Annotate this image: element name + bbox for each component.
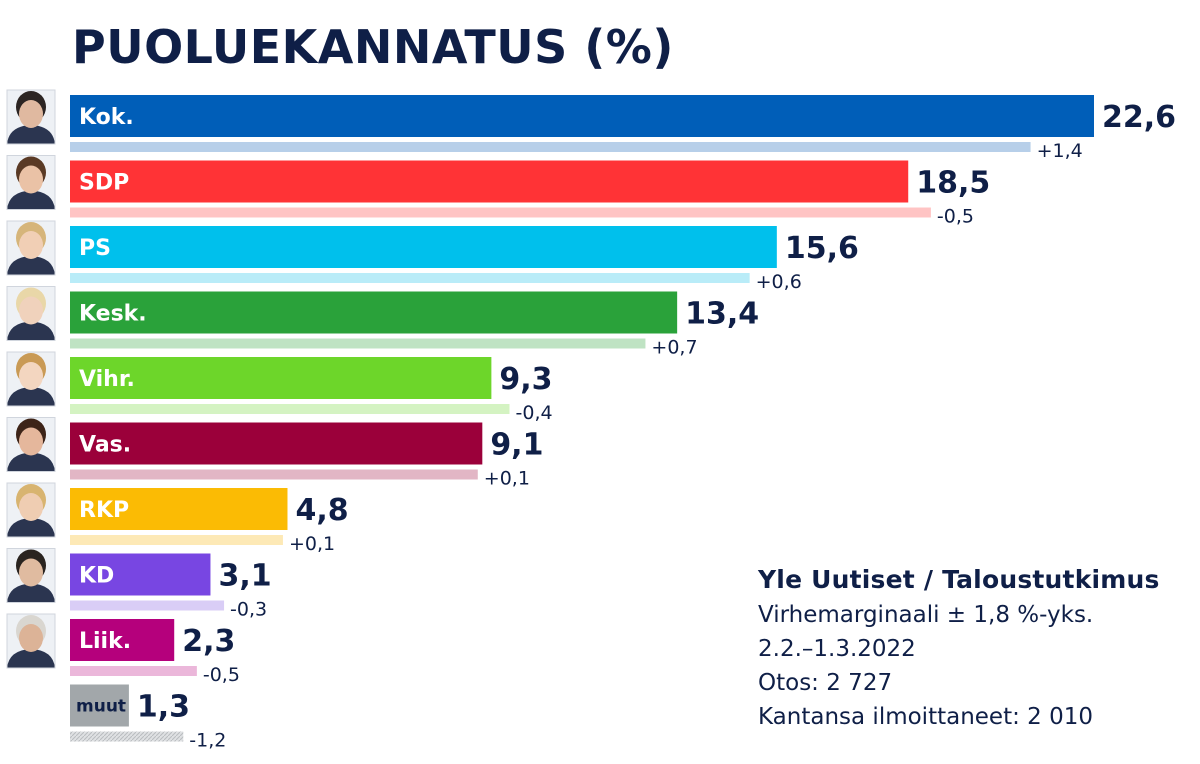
value-label-muut: 1,3 — [137, 690, 190, 725]
info-block: Yle Uutiset / Taloustutkimus Virhemargin… — [758, 562, 1160, 734]
avatar-frame — [6, 89, 56, 145]
bar-vas — [70, 422, 483, 465]
bar-ps — [70, 226, 777, 268]
avatar-shoulders — [7, 649, 55, 668]
value-label-rkp: 4,8 — [295, 493, 348, 528]
bar-rkp — [70, 488, 288, 530]
value-label-kd: 3,1 — [218, 559, 271, 594]
bar-muut — [70, 684, 129, 727]
bar-sdp — [70, 160, 909, 203]
avatar-frame — [6, 548, 56, 603]
category-label-vas: Vas. — [79, 433, 131, 458]
category-label-kok: Kok. — [79, 105, 134, 130]
avatar-frame — [6, 220, 56, 276]
avatar-frame — [6, 155, 56, 210]
avatar-face — [19, 493, 43, 521]
prev-bar-liik — [70, 666, 197, 676]
avatar-shoulders — [7, 125, 55, 144]
avatar-face — [19, 558, 43, 587]
prev-bar-sdp — [70, 207, 931, 218]
change-label-vas: +0,1 — [484, 468, 530, 490]
avatar-frame — [6, 613, 56, 669]
category-label-kd: KD — [79, 564, 114, 589]
category-label-rkp: RKP — [79, 498, 129, 523]
change-label-vihr: -0,4 — [516, 402, 553, 424]
value-label-sdp: 18,5 — [916, 166, 990, 201]
avatar-shoulders — [7, 518, 55, 537]
bar-kesk — [70, 291, 678, 334]
avatar-face — [19, 362, 43, 390]
value-label-vihr: 9,3 — [499, 362, 552, 397]
category-label-kesk: Kesk. — [79, 302, 147, 327]
value-label-ps: 15,6 — [785, 231, 859, 266]
avatar-shoulders — [7, 583, 55, 603]
sample-size: Otos: 2 727 — [758, 670, 893, 696]
prev-bar-kok — [70, 142, 1031, 152]
avatar-face — [19, 231, 43, 259]
category-label-ps: PS — [79, 236, 111, 261]
avatar-face — [19, 165, 43, 194]
bar-liik — [70, 619, 175, 661]
bar-kd — [70, 553, 211, 596]
value-label-vas: 9,1 — [490, 428, 543, 463]
change-label-kd: -0,3 — [230, 599, 267, 621]
margin-of-error: Virhemarginaali ± 1,8 %-yks. — [758, 602, 1094, 628]
category-label-sdp: SDP — [79, 171, 129, 196]
avatar-face — [19, 624, 43, 652]
prev-bar-ps — [70, 273, 750, 283]
prev-bar-muut — [70, 731, 184, 742]
bar-kok — [70, 95, 1094, 137]
avatar-shoulders — [7, 452, 55, 472]
avatar-face — [19, 100, 43, 128]
avatar-frame — [6, 417, 56, 472]
avatar-shoulders — [7, 387, 55, 406]
avatar-face — [19, 427, 43, 456]
prev-bar-vihr — [70, 404, 510, 414]
avatar-shoulders — [7, 256, 55, 275]
avatar-shoulders — [7, 321, 55, 341]
prev-bar-kd — [70, 600, 225, 611]
bar-vihr — [70, 357, 492, 399]
category-label-liik: Liik. — [79, 629, 131, 654]
change-label-kesk: +0,7 — [651, 337, 697, 359]
change-label-ps: +0,6 — [756, 271, 802, 293]
change-label-liik: -0,5 — [203, 664, 240, 686]
change-label-kok: +1,4 — [1037, 140, 1083, 162]
prev-bar-rkp — [70, 535, 283, 545]
avatar-frame — [6, 286, 56, 341]
avatar-frame — [6, 482, 56, 538]
chart-title: PUOLUEKANNATUS (%) — [72, 20, 674, 74]
avatar-frame — [6, 351, 56, 407]
value-label-kesk: 13,4 — [685, 297, 759, 332]
prev-bar-vas — [70, 469, 478, 480]
category-label-vihr: Vihr. — [79, 367, 135, 392]
value-label-liik: 2,3 — [182, 624, 235, 659]
prev-bar-kesk — [70, 338, 646, 349]
change-label-sdp: -0,5 — [937, 206, 974, 228]
change-label-muut: -1,2 — [189, 730, 226, 752]
category-label-muut: muut — [76, 697, 126, 717]
avatar-shoulders — [7, 190, 55, 210]
avatar-face — [19, 296, 43, 325]
respondents-count: Kantansa ilmoittaneet: 2 010 — [758, 704, 1094, 730]
value-label-kok: 22,6 — [1102, 100, 1176, 135]
survey-period: 2.2.–1.3.2022 — [758, 636, 916, 662]
source-label: Yle Uutiset / Taloustutkimus — [758, 565, 1160, 594]
change-label-rkp: +0,1 — [289, 533, 335, 555]
